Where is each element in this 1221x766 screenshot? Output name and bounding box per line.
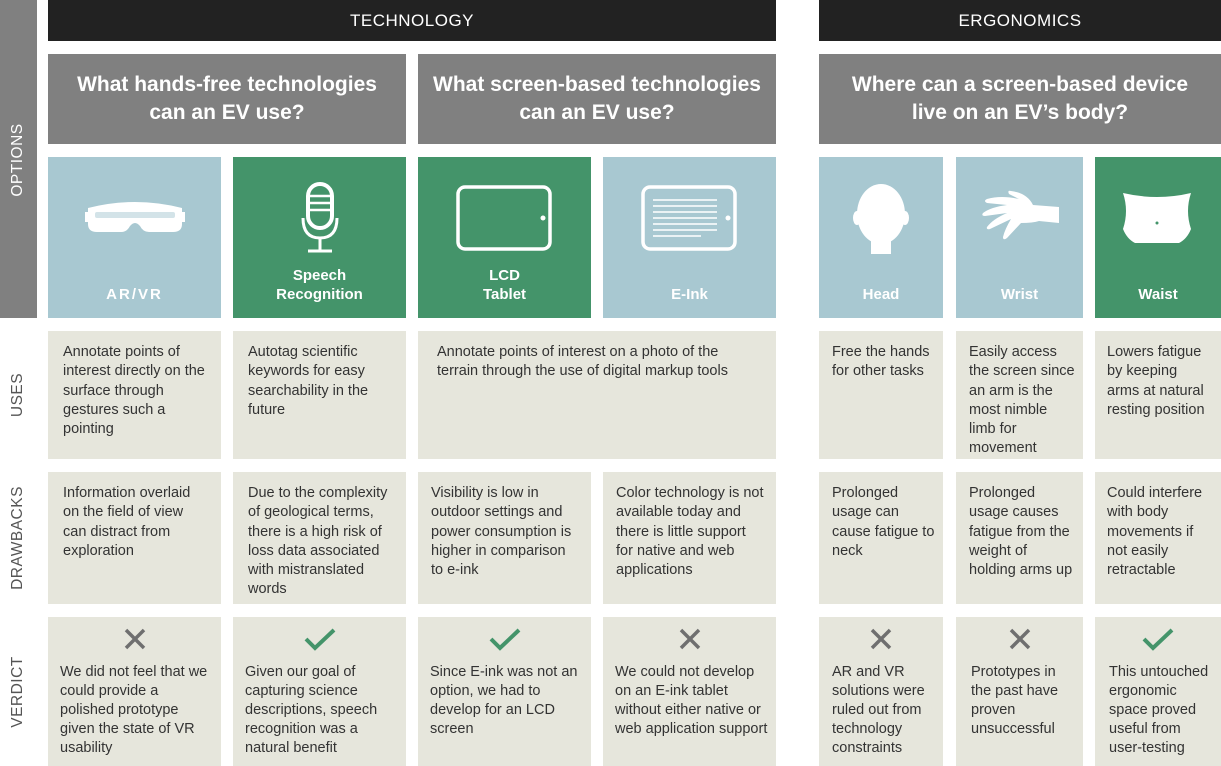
question-line: What hands-free technologies (77, 73, 377, 96)
option-label: Speech Recognition (233, 266, 406, 304)
check-icon (1142, 628, 1174, 651)
technology-header: TECHNOLOGY (48, 0, 776, 41)
x-icon (124, 628, 145, 650)
option-label-line: AR/VR (106, 286, 163, 303)
verdict-wrist: Prototypes in the past have proven unsuc… (956, 617, 1083, 766)
microphone-icon (301, 182, 339, 253)
drawbacks-lcd: Visibility is low in outdoor settings an… (418, 472, 591, 604)
option-label-line: Recognition (276, 286, 363, 303)
verdict-lcd: Since E-ink was not an option, we had to… (418, 617, 591, 766)
question-line: can an EV use? (519, 101, 675, 124)
option-label-line: Tablet (482, 286, 527, 303)
drawbacks-waist: Could interfere with body movements if n… (1095, 472, 1221, 604)
verdict-speech: Given our goal of capturing science desc… (233, 617, 406, 766)
option-label: LCD Tablet (418, 266, 591, 304)
uses-waist: Lowers fatigue by keeping arms at natura… (1095, 331, 1221, 459)
option-e-ink: E-Ink (603, 157, 776, 318)
option-label: Wrist (956, 285, 1083, 304)
verdict-arvr: We did not feel that we could provide a … (48, 617, 221, 766)
verdict-row-label: VERDICT (9, 656, 26, 728)
option-label-line: Wrist (1000, 286, 1039, 303)
option-label-line: E-Ink (671, 286, 708, 303)
torso-icon (1123, 193, 1191, 243)
body-location-question: Where can a screen-based device live on … (819, 54, 1221, 144)
drawbacks-head: Prolonged usage can cause fatigue to nec… (819, 472, 943, 604)
uses-head: Free the hands for other tasks (819, 331, 943, 459)
option-label-line: Speech (292, 267, 347, 284)
option-label-line: LCD (489, 267, 520, 284)
verdict-waist: This untouched ergonomic space proved us… (1095, 617, 1221, 766)
verdict-text: We did not feel that we could provide a … (60, 664, 208, 756)
option-wrist: Wrist (956, 157, 1083, 318)
options-row-label: OPTIONS (9, 123, 26, 197)
verdict-head: AR and VR solutions were ruled out from … (819, 617, 943, 766)
option-waist: Waist (1095, 157, 1221, 318)
ergonomics-header: ERGONOMICS (819, 0, 1221, 41)
verdict-eink: We could not develop on an E-ink tablet … (603, 617, 776, 766)
tablet-icon (456, 185, 552, 251)
verdict-text: Prototypes in the past have proven unsuc… (971, 664, 1059, 737)
option-head: Head (819, 157, 943, 318)
option-arvr: AR/VR (48, 157, 221, 318)
drawbacks-eink: Color technology is not available today … (603, 472, 776, 604)
check-icon (304, 628, 335, 651)
drawbacks-wrist: Prolonged usage causes fatigue from the … (956, 472, 1083, 604)
verdict-text: Since E-ink was not an option, we had to… (430, 664, 578, 737)
x-icon (1009, 628, 1030, 650)
verdict-text: We could not develop on an E-ink tablet … (615, 664, 768, 737)
verdict-text: This untouched ergonomic space proved us… (1109, 664, 1209, 756)
drawbacks-row-label: DRAWBACKS (9, 486, 26, 590)
screen-based-question: What screen-based technologies can an EV… (418, 54, 776, 144)
drawbacks-speech: Due to the complexity of geological term… (233, 472, 406, 604)
uses-wrist: Easily access the screen since an arm is… (956, 331, 1083, 459)
uses-row-label: USES (9, 372, 26, 418)
hand-icon (982, 190, 1059, 240)
drawbacks-arvr: Information overlaid on the field of vie… (48, 472, 221, 604)
hands-free-question: What hands-free technologies can an EV u… (48, 54, 406, 144)
verdict-text: Given our goal of capturing science desc… (245, 664, 378, 756)
option-label: Head (819, 285, 943, 304)
question-line: can an EV use? (149, 101, 305, 124)
question-line: live on an EV’s body? (911, 101, 1129, 124)
check-icon (489, 628, 520, 651)
vr-goggles-icon (85, 202, 185, 232)
x-icon (679, 628, 700, 650)
question-line: Where can a screen-based device (851, 73, 1189, 96)
uses-arvr: Annotate points of interest directly on … (48, 331, 221, 459)
option-speech-recognition: Speech Recognition (233, 157, 406, 318)
option-label: Waist (1095, 285, 1221, 304)
uses-screens: Annotate points of interest on a photo o… (418, 331, 776, 459)
option-lcd-tablet: LCD Tablet (418, 157, 591, 318)
head-icon (853, 184, 909, 254)
option-label: E-Ink (603, 285, 776, 304)
verdict-text: AR and VR solutions were ruled out from … (832, 664, 925, 756)
option-label-line: Waist (1138, 286, 1178, 303)
uses-speech: Autotag scientific keywords for easy sea… (233, 331, 406, 459)
question-line: What screen-based technologies (433, 73, 761, 96)
eink-tablet-icon (641, 185, 737, 251)
option-label: AR/VR (48, 285, 221, 304)
option-label-line: Head (862, 286, 900, 303)
x-icon (870, 628, 892, 650)
options-row-label-bg (0, 0, 37, 318)
